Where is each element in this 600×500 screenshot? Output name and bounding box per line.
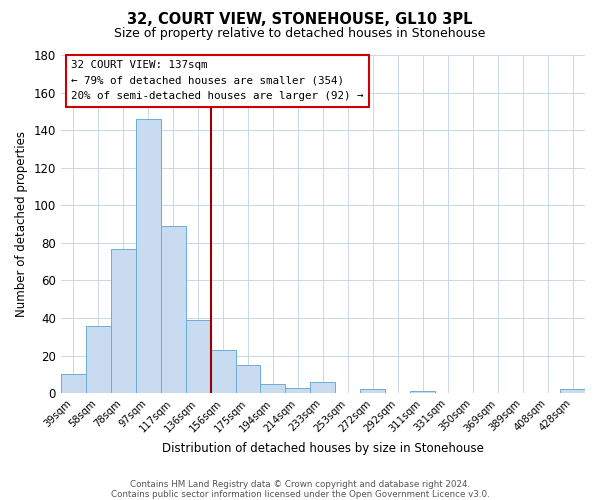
Bar [260,384,286,393]
Text: Contains HM Land Registry data © Crown copyright and database right 2024.: Contains HM Land Registry data © Crown c… [130,480,470,489]
Text: 32 COURT VIEW: 137sqm
← 79% of detached houses are smaller (354)
20% of semi-det: 32 COURT VIEW: 137sqm ← 79% of detached … [71,60,364,102]
Text: Contains public sector information licensed under the Open Government Licence v3: Contains public sector information licen… [110,490,490,499]
Bar [185,320,211,393]
Bar [560,390,585,393]
Bar [236,365,260,393]
Bar [111,248,136,393]
Bar [211,350,236,393]
Bar [136,119,161,393]
Y-axis label: Number of detached properties: Number of detached properties [15,131,28,317]
Bar [286,388,310,393]
Text: 32, COURT VIEW, STONEHOUSE, GL10 3PL: 32, COURT VIEW, STONEHOUSE, GL10 3PL [127,12,473,28]
Text: Size of property relative to detached houses in Stonehouse: Size of property relative to detached ho… [115,28,485,40]
Bar [61,374,86,393]
Bar [161,226,185,393]
X-axis label: Distribution of detached houses by size in Stonehouse: Distribution of detached houses by size … [162,442,484,455]
Bar [410,392,435,393]
Bar [361,390,385,393]
Bar [310,382,335,393]
Bar [86,326,111,393]
